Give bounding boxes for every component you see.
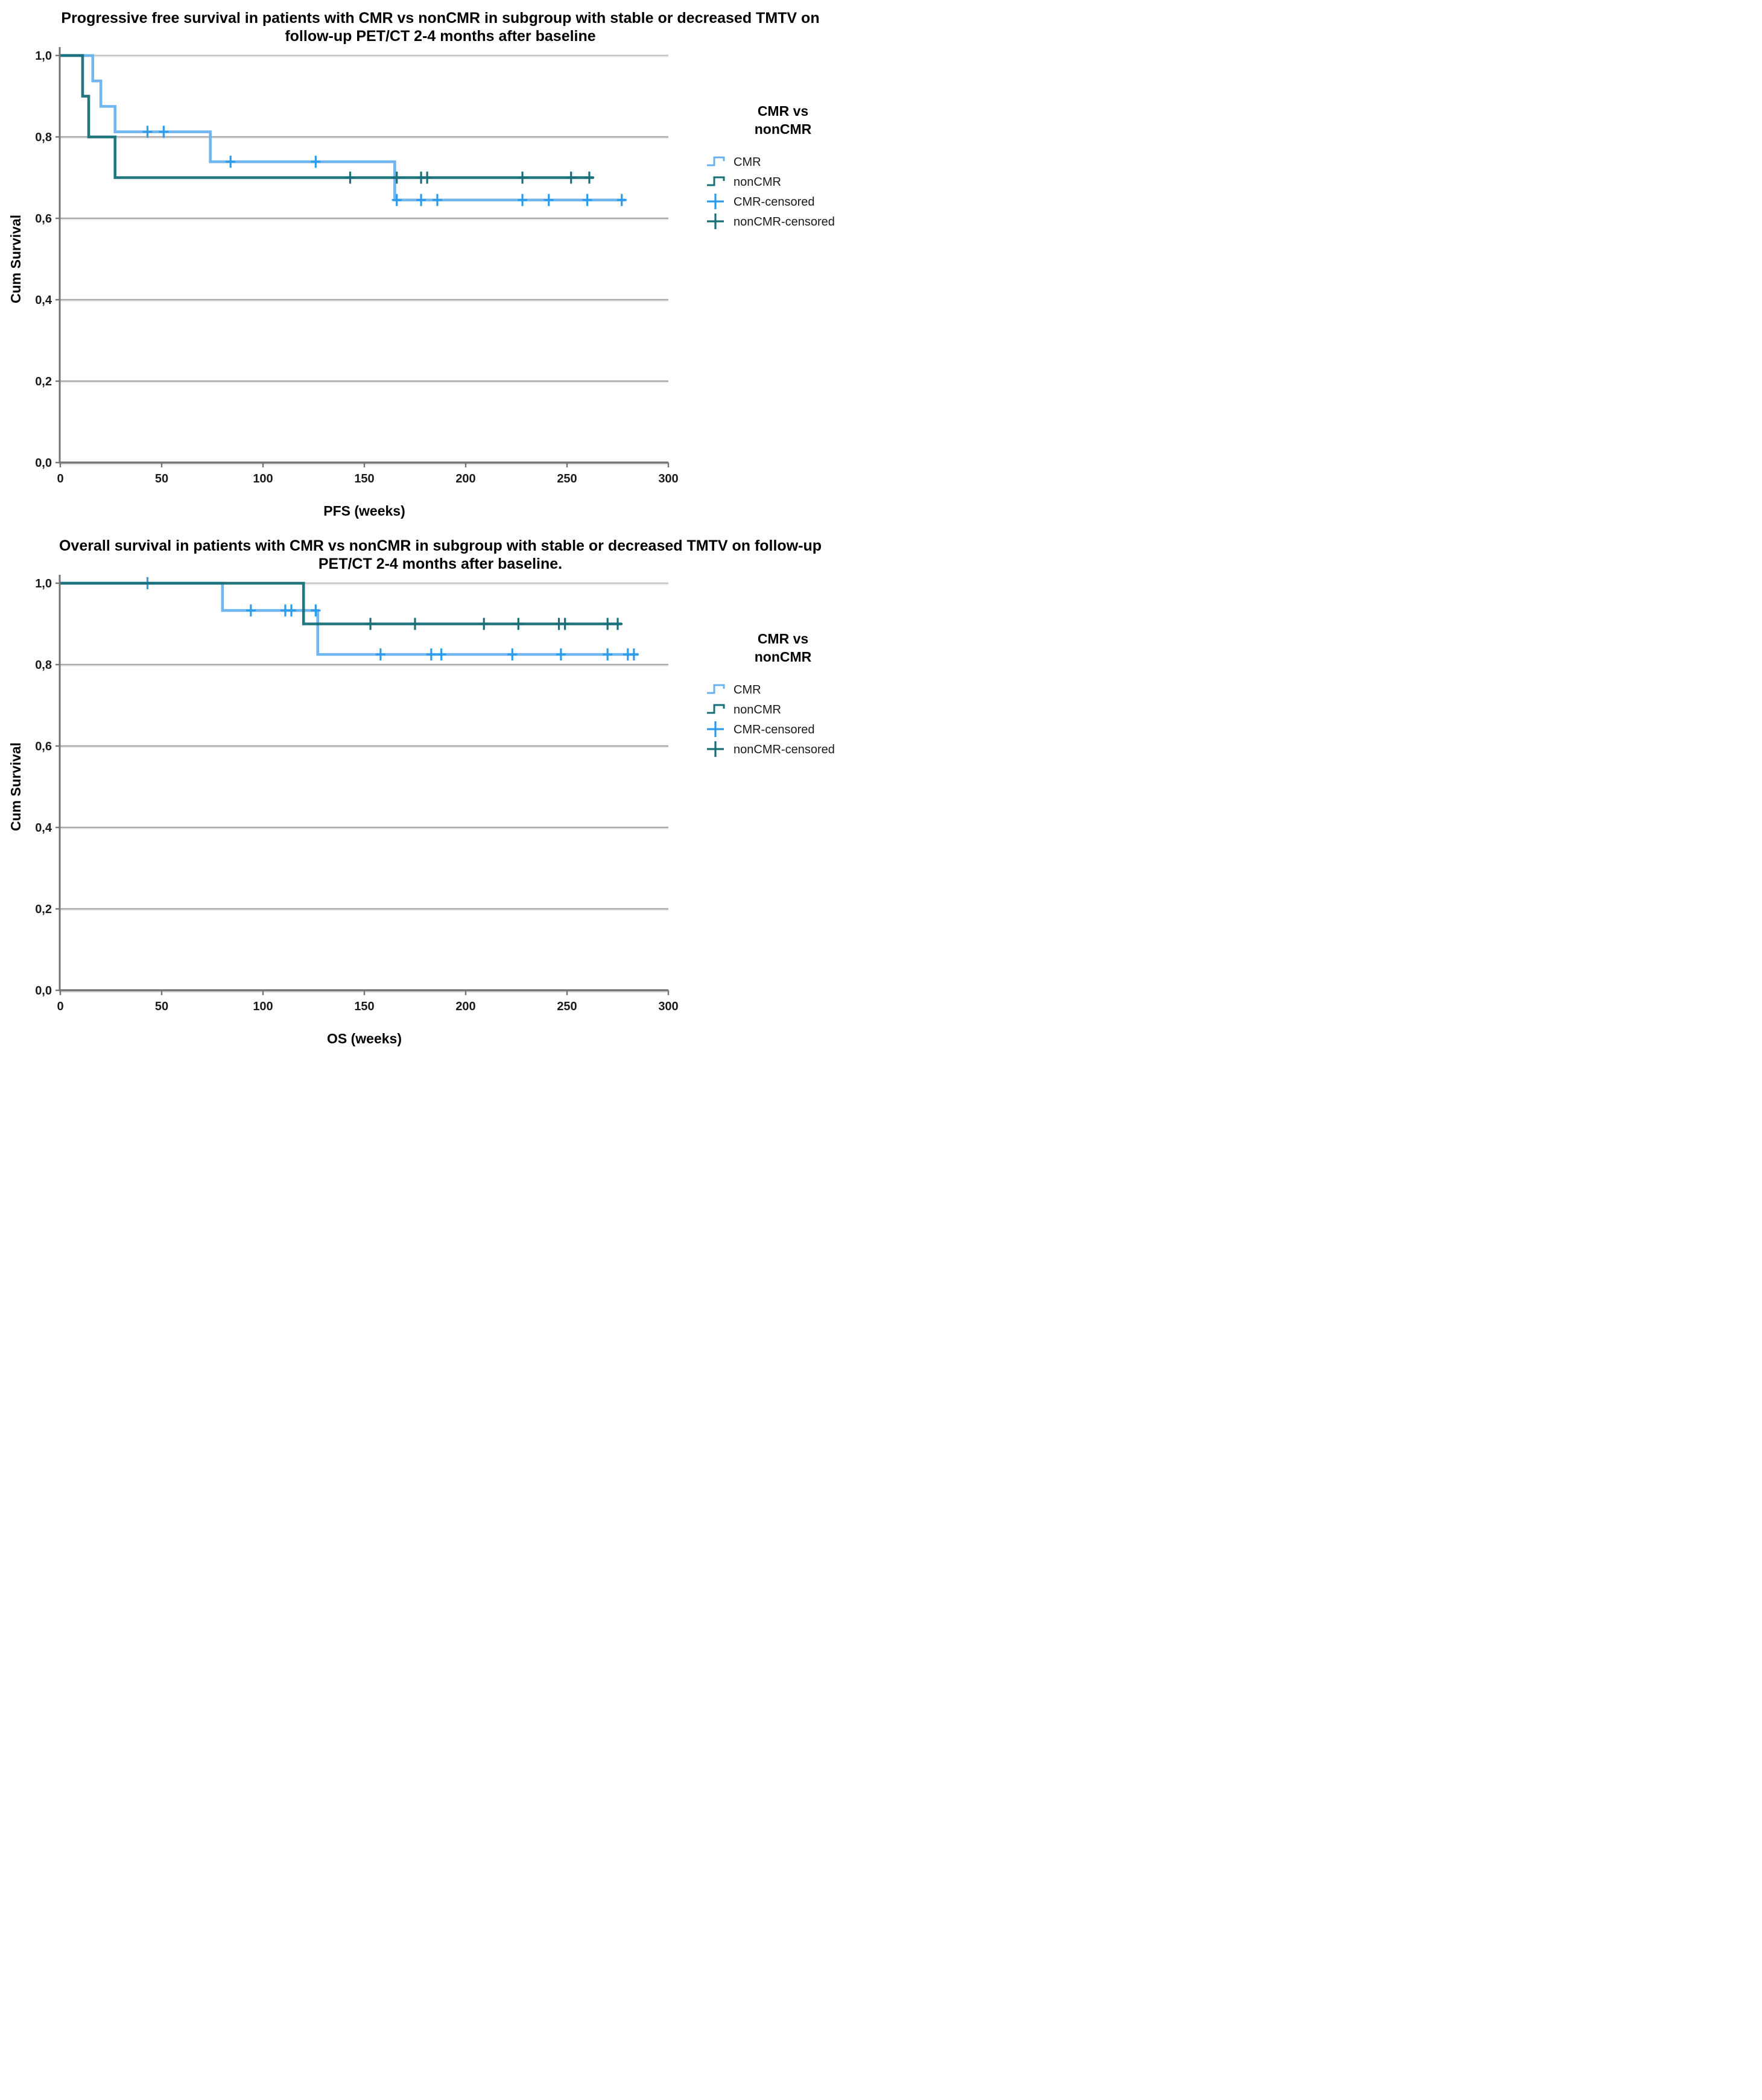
- chart-title-line: follow-up PET/CT 2-4 months after baseli…: [285, 28, 595, 45]
- legend-step-glyph-cmr: [707, 684, 725, 694]
- survival-figure: Progressive free survival in patients wi…: [0, 0, 881, 1055]
- x-tick-label: 0: [57, 472, 63, 485]
- x-axis-label: PFS (weeks): [323, 503, 405, 519]
- chart-title-line: Overall survival in patients with CMR vs…: [59, 537, 822, 554]
- x-tick-label: 300: [658, 1000, 678, 1013]
- x-tick-label: 250: [557, 472, 577, 485]
- y-tick-label: 1,0: [35, 577, 52, 590]
- y-tick-label: 1,0: [35, 49, 52, 63]
- y-tick-labels: 1,0 0,8 0,6 0,4 0,2 0,0: [35, 577, 60, 998]
- legend-item-label: nonCMR-censored: [734, 743, 835, 756]
- y-tick-label: 0,6: [35, 740, 52, 753]
- legend-plus-glyph-cmr-censored: [707, 721, 724, 737]
- y-tick-label: 0,6: [35, 212, 52, 226]
- noncmr-survival-curve: [60, 581, 622, 625]
- gridlines: [60, 582, 668, 911]
- x-tick-labels: 0 50 100 150 200 250 300: [57, 463, 679, 485]
- y-tick-labels: 1,0 0,8 0,6 0,4 0,2 0,0: [35, 49, 60, 470]
- y-tick-label: 0,0: [35, 457, 52, 470]
- legend-step-glyph-cmr: [707, 156, 725, 166]
- legend-item-label: CMR: [734, 156, 761, 169]
- x-tick-label: 100: [253, 472, 273, 485]
- x-axis-label: OS (weeks): [327, 1031, 402, 1046]
- chart-title-line: Progressive free survival in patients wi…: [61, 10, 819, 27]
- legend: CMR vs nonCMR CMR nonCMR CMR-censored nonCMR-…: [707, 103, 835, 229]
- legend-plus-glyph-noncmr-censored: [707, 741, 724, 757]
- y-axis-label: Cum Survival: [8, 215, 24, 303]
- y-tick-label: 0,4: [35, 821, 52, 835]
- legend-item-label: CMR: [734, 683, 761, 697]
- y-tick-label: 0,8: [35, 659, 52, 672]
- legend-step-glyph-noncmr: [707, 176, 725, 186]
- y-tick-label: 0,8: [35, 131, 52, 144]
- legend-plus-glyph-noncmr-censored: [707, 213, 724, 229]
- x-tick-label: 300: [658, 472, 678, 485]
- legend-title-line: CMR vs: [758, 103, 808, 119]
- noncmr-survival-curve: [60, 54, 594, 179]
- legend-item-label: nonCMR: [734, 703, 781, 716]
- legend-plus-glyph-cmr-censored: [707, 194, 724, 209]
- x-tick-labels: 0 50 100 150 200 250 300: [57, 990, 679, 1013]
- cmr-survival-curve: [60, 581, 638, 656]
- legend-item-label: CMR-censored: [734, 723, 814, 736]
- x-tick-label: 200: [455, 1000, 475, 1013]
- legend-item-label: nonCMR: [734, 176, 781, 189]
- chart-title-line: PET/CT 2-4 months after baseline.: [318, 555, 562, 572]
- y-tick-label: 0,2: [35, 375, 52, 388]
- legend-title-line: CMR vs: [758, 631, 808, 647]
- os-km-chart: Overall survival in patients with CMR vs…: [8, 537, 835, 1046]
- x-tick-label: 150: [354, 472, 374, 485]
- legend: CMR vs nonCMR CMR nonCMR CMR-censored nonCMR-…: [707, 631, 835, 757]
- noncmr-censored-marks: [366, 618, 623, 630]
- legend-item-label: CMR-censored: [734, 195, 814, 209]
- y-tick-label: 0,2: [35, 903, 52, 916]
- y-axis-label: Cum Survival: [8, 742, 24, 831]
- x-tick-label: 50: [155, 1000, 168, 1013]
- x-tick-label: 150: [354, 1000, 374, 1013]
- legend-item-label: nonCMR-censored: [734, 215, 835, 229]
- x-tick-label: 250: [557, 1000, 577, 1013]
- x-tick-label: 50: [155, 472, 168, 485]
- legend-title-line: nonCMR: [755, 121, 812, 137]
- x-tick-label: 0: [57, 1000, 63, 1013]
- y-tick-label: 0,0: [35, 984, 52, 998]
- x-tick-label: 200: [455, 472, 475, 485]
- legend-title-line: nonCMR: [755, 649, 812, 665]
- pfs-km-chart: Progressive free survival in patients wi…: [8, 10, 835, 519]
- x-tick-label: 100: [253, 1000, 273, 1013]
- gridlines: [60, 54, 668, 384]
- cmr-censored-marks: [142, 125, 627, 206]
- noncmr-censored-marks: [345, 171, 594, 184]
- cmr-survival-curve: [60, 54, 626, 201]
- legend-step-glyph-noncmr: [707, 704, 725, 714]
- y-tick-label: 0,4: [35, 294, 52, 307]
